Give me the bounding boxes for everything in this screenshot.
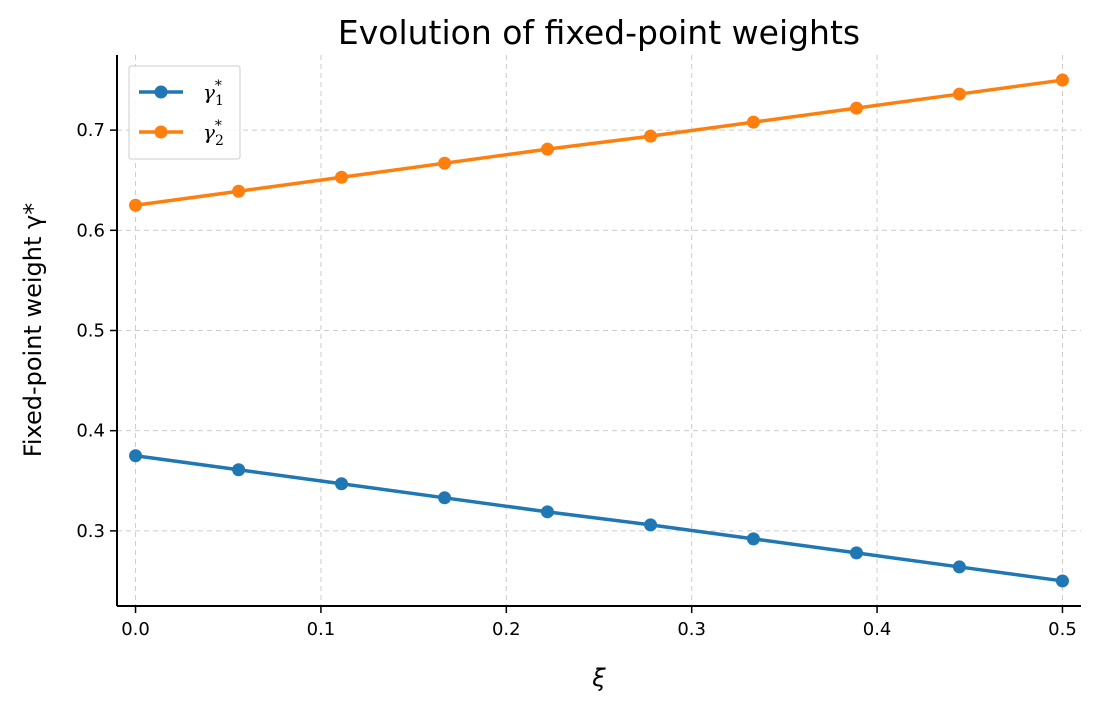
data-point bbox=[849, 101, 863, 115]
legend-marker bbox=[154, 125, 168, 139]
data-point bbox=[849, 546, 863, 560]
data-point bbox=[746, 115, 760, 129]
x-tick-label: 0.3 bbox=[677, 619, 706, 640]
legend: γ1*γ2* bbox=[128, 65, 241, 160]
legend-label: γ1* bbox=[203, 78, 224, 109]
legend-item: γ2* bbox=[139, 118, 224, 149]
data-point bbox=[335, 477, 349, 491]
y-axis-label: Fixed-point weight γ* bbox=[19, 203, 47, 457]
x-tick-label: 0.0 bbox=[121, 619, 150, 640]
data-point bbox=[644, 129, 658, 143]
data-point bbox=[952, 560, 966, 574]
x-tick-label: 0.2 bbox=[492, 619, 521, 640]
grid bbox=[117, 55, 1081, 606]
x-tick-label: 0.1 bbox=[307, 619, 336, 640]
x-tick-label: 0.5 bbox=[1048, 619, 1077, 640]
x-axis-label: ξ bbox=[591, 664, 606, 692]
data-point bbox=[952, 87, 966, 101]
series-2 bbox=[129, 73, 1069, 212]
data-point bbox=[438, 156, 452, 170]
data-point bbox=[232, 463, 246, 477]
series-line bbox=[135, 78, 1063, 208]
y-tick-label: 0.5 bbox=[76, 321, 105, 342]
series-line bbox=[135, 453, 1063, 583]
data-point bbox=[540, 142, 554, 156]
chart-title: Evolution of fixed-point weights bbox=[338, 13, 860, 52]
data-point bbox=[1055, 574, 1069, 588]
data-point bbox=[232, 184, 246, 198]
plot-area bbox=[129, 73, 1069, 588]
x-tick-label: 0.4 bbox=[863, 619, 892, 640]
x-axis-ticks: 0.0 0.1 0.2 0.3 0.4 0.5 bbox=[121, 606, 1077, 640]
legend-label: γ2* bbox=[203, 118, 224, 149]
y-tick-label: 0.3 bbox=[76, 521, 105, 542]
y-tick-label: 0.7 bbox=[76, 120, 105, 141]
data-point bbox=[746, 532, 760, 546]
data-point bbox=[129, 449, 143, 463]
data-point bbox=[335, 170, 349, 184]
data-point bbox=[644, 518, 658, 532]
data-point bbox=[129, 198, 143, 212]
y-tick-label: 0.6 bbox=[76, 220, 105, 241]
legend-item: γ1* bbox=[139, 78, 224, 109]
legend-marker bbox=[154, 85, 168, 99]
series-1 bbox=[129, 449, 1069, 588]
data-point bbox=[1055, 73, 1069, 87]
data-point bbox=[438, 491, 452, 505]
y-axis-ticks: 0.3 0.4 0.5 0.6 0.7 bbox=[76, 120, 117, 542]
data-point bbox=[540, 505, 554, 519]
y-tick-label: 0.4 bbox=[76, 421, 105, 442]
